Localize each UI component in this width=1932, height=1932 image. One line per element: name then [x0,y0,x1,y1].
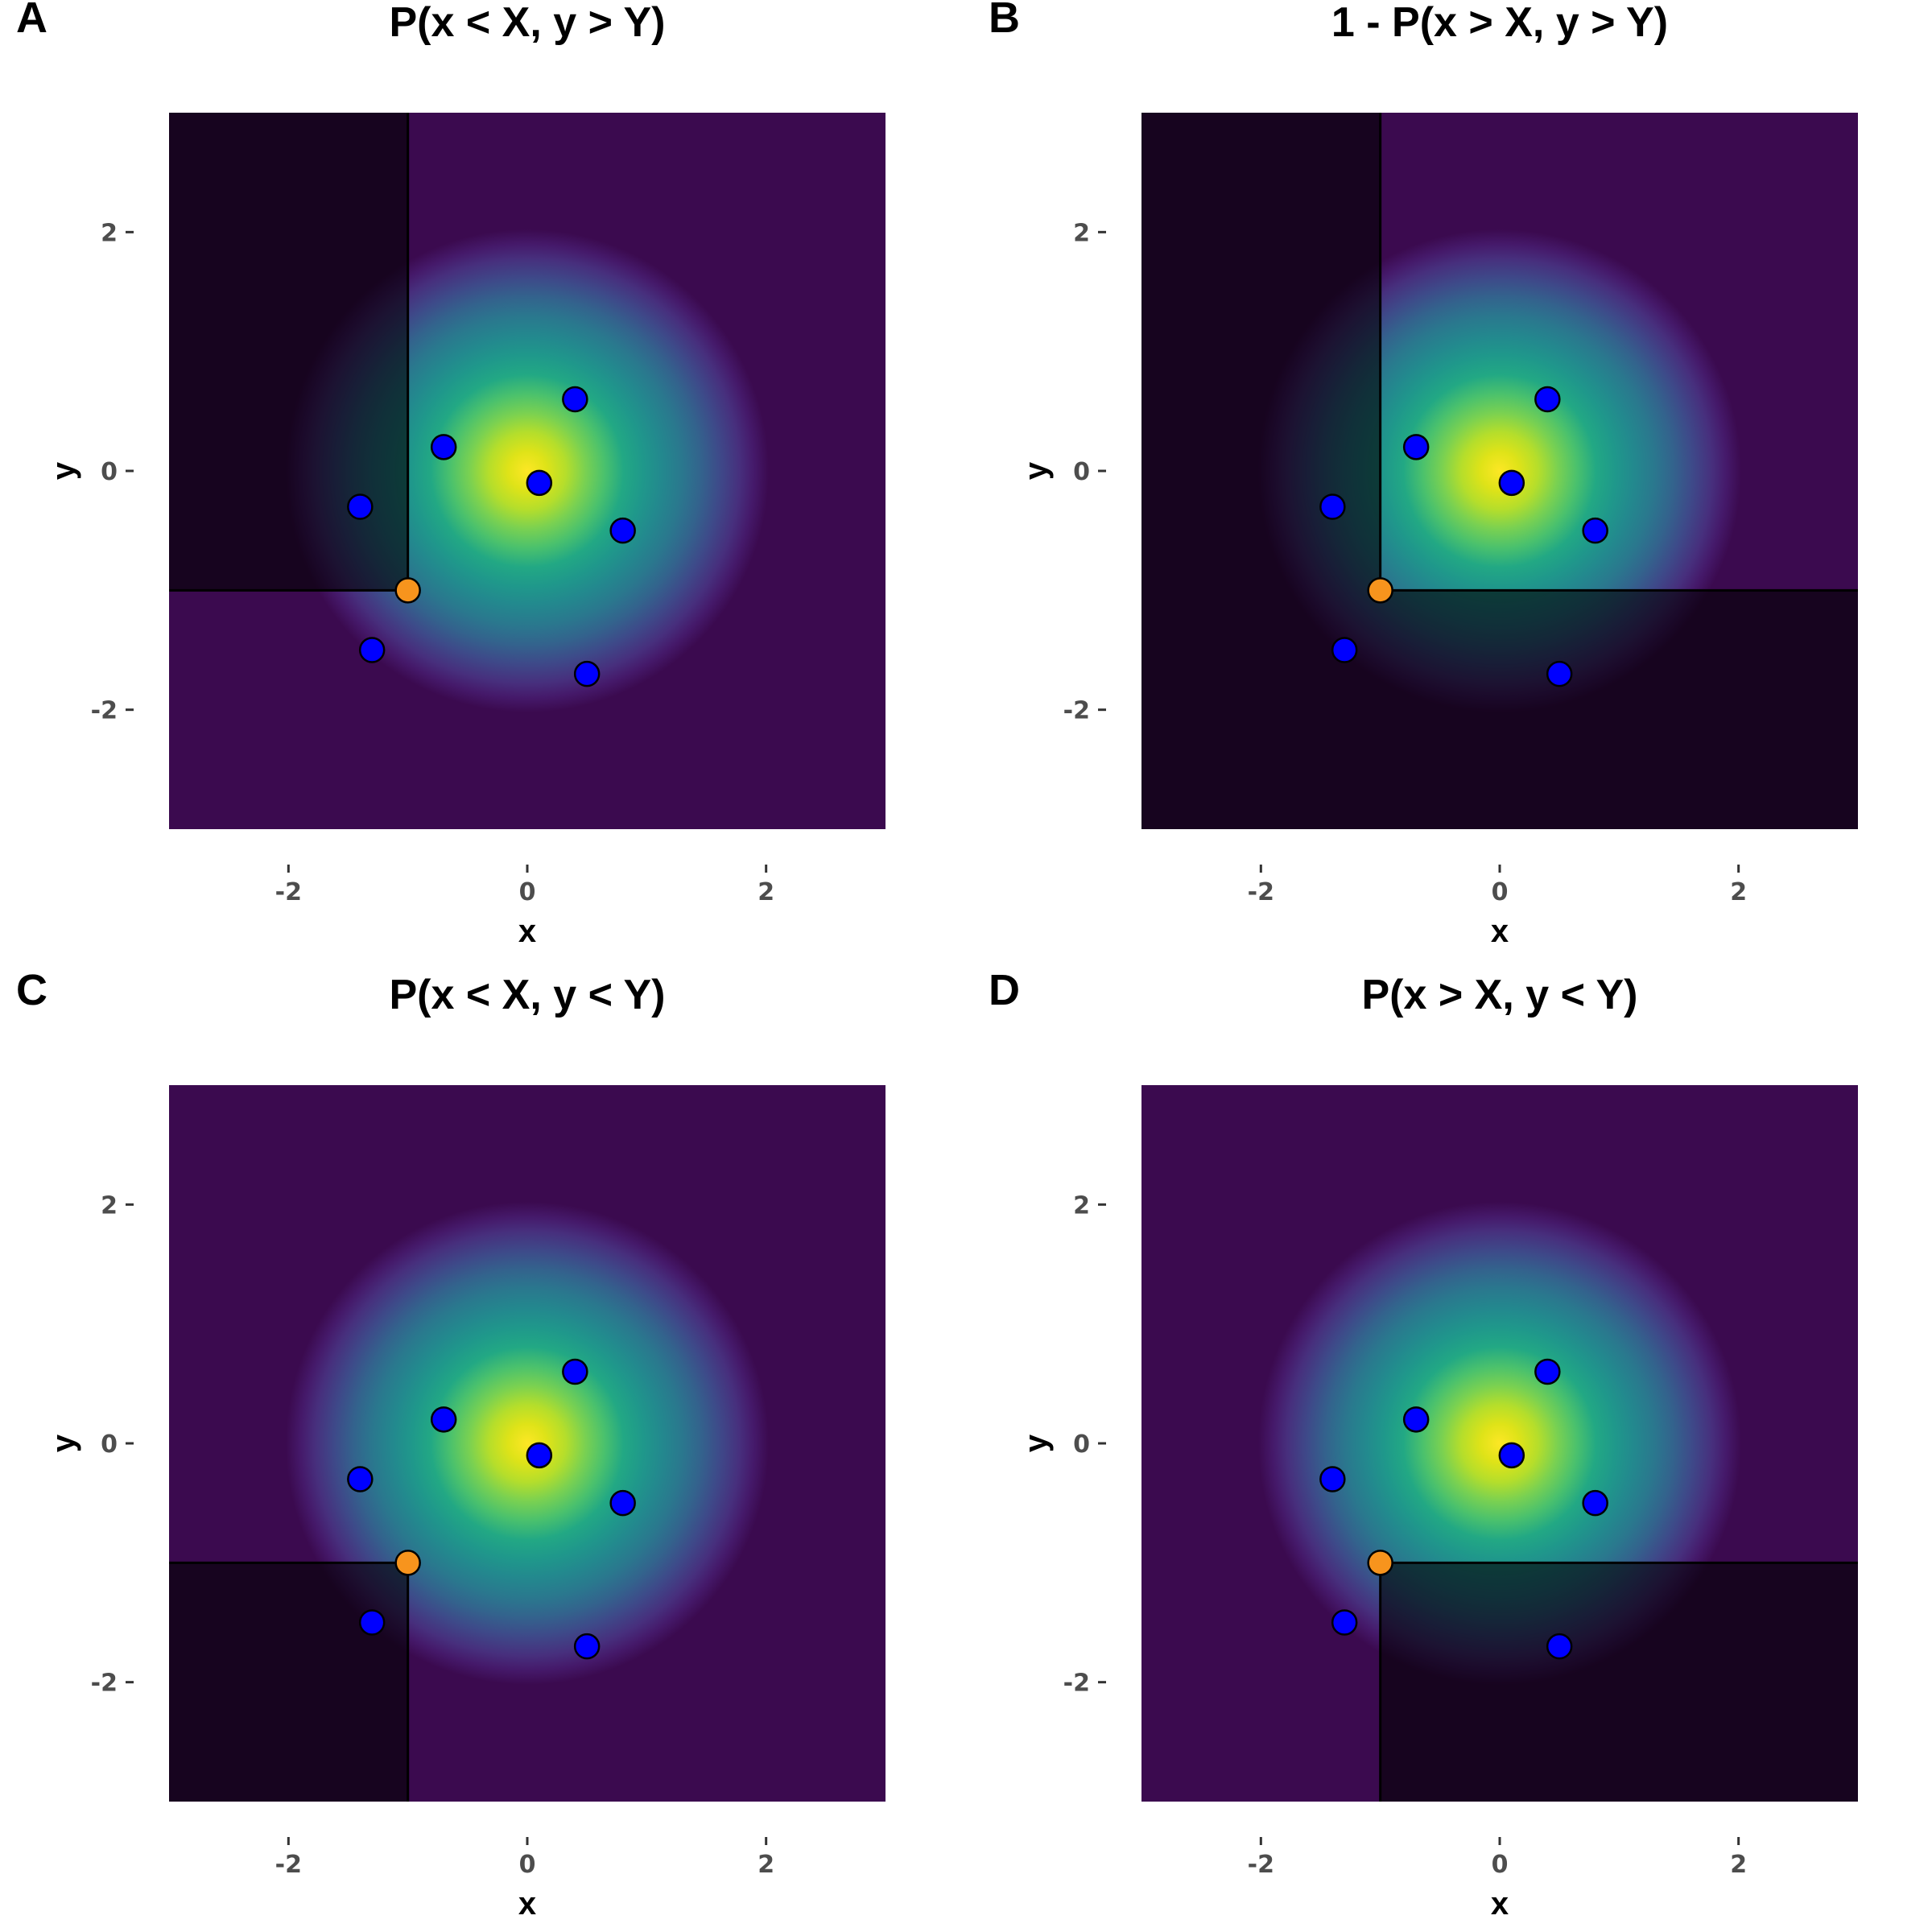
panel-letter: C [16,966,47,1014]
x-tick-label: 0 [519,878,536,906]
x-tick-label: -2 [275,878,302,906]
y-axis-title: y [46,461,81,480]
x-tick-label: 2 [1730,1851,1747,1879]
y-tick-label: 2 [101,219,118,247]
x-tick-label: 2 [758,878,774,906]
panel-b: B 1 - P(x > X, y > Y) -2 0 2 -2 0 2 x y [989,0,1858,949]
y-tick-label: -2 [1063,1670,1090,1698]
data-point [347,1466,374,1492]
density-heatmap [1141,1085,1858,1802]
data-point [1582,517,1608,544]
query-point [394,1550,421,1576]
data-point [1331,1609,1358,1636]
x-tick-label: -2 [275,1851,302,1879]
shaded-region [169,113,408,591]
panel-a: A P(x < X, y > Y) -2 0 2 -2 0 2 x y [16,0,886,949]
panel-title: P(x < X, y > Y) [389,0,665,46]
panel-d: D P(x > X, y < Y) -2 0 2 -2 0 2 x y [989,966,1858,1922]
query-point [1367,577,1393,604]
x-axis-title: x [518,1886,536,1922]
query-point [394,577,421,604]
shaded-region [169,1563,408,1802]
x-tick-label: -2 [1248,1851,1274,1879]
data-point [1319,1466,1346,1492]
x-tick-label: 0 [519,1851,536,1879]
y-tick-label: 2 [101,1191,118,1220]
panel-title: 1 - P(x > X, y > Y) [1331,0,1668,46]
data-point [609,517,636,544]
panel-title: P(x < X, y < Y) [389,972,665,1018]
y-tick-label: 0 [1073,458,1090,486]
y-tick-label: 2 [1073,219,1090,247]
data-point [562,386,588,413]
x-tick-label: -2 [1248,878,1274,906]
data-point [573,660,601,687]
y-axis-title: y [1018,1434,1054,1452]
data-point [358,637,386,663]
x-tick-label: 2 [1730,878,1747,906]
y-tick-label: 0 [101,458,118,486]
y-axis-title: y [1018,461,1054,480]
density-heatmap [169,1085,886,1802]
data-point [1582,1489,1608,1517]
panel-c: C P(x < X, y < Y) -2 0 2 -2 0 2 x y [16,966,886,1922]
panel-letter: B [989,0,1020,42]
data-point [1402,1406,1430,1433]
panel-letter: D [989,966,1020,1014]
data-point [1331,637,1358,663]
data-point [347,493,374,520]
data-point [430,434,457,460]
y-tick-label: 2 [1073,1191,1090,1220]
y-tick-label: -2 [91,1670,118,1698]
x-axis-title: x [1491,1886,1509,1922]
data-point [562,1358,588,1385]
y-axis-title: y [46,1434,81,1452]
panel-letter: A [16,0,47,42]
x-tick-label: 0 [1492,1851,1509,1879]
data-point [573,1633,601,1660]
y-tick-label: 0 [1073,1430,1090,1459]
data-point [1534,386,1561,413]
density-heatmap [1141,113,1858,829]
y-tick-label: -2 [1063,697,1090,725]
data-point [526,1442,553,1469]
data-point [358,1609,386,1636]
x-tick-label: 0 [1492,878,1509,906]
data-point [1402,434,1430,460]
data-point [1546,1633,1573,1660]
data-point [1319,493,1346,520]
panel-title: P(x > X, y < Y) [1361,972,1637,1018]
density-heatmap [169,113,886,829]
y-tick-label: -2 [91,697,118,725]
x-axis-title: x [518,914,536,949]
data-point [609,1489,636,1517]
data-point [1498,469,1525,497]
data-point [430,1406,457,1433]
shaded-region [1380,1563,1858,1802]
data-point [1534,1358,1561,1385]
shaded-region [1141,113,1858,829]
x-axis-title: x [1491,914,1509,949]
data-point [526,469,553,497]
x-tick-label: 2 [758,1851,774,1879]
data-point [1498,1442,1525,1469]
data-point [1546,660,1573,687]
y-tick-label: 0 [101,1430,118,1459]
query-point [1367,1550,1393,1576]
